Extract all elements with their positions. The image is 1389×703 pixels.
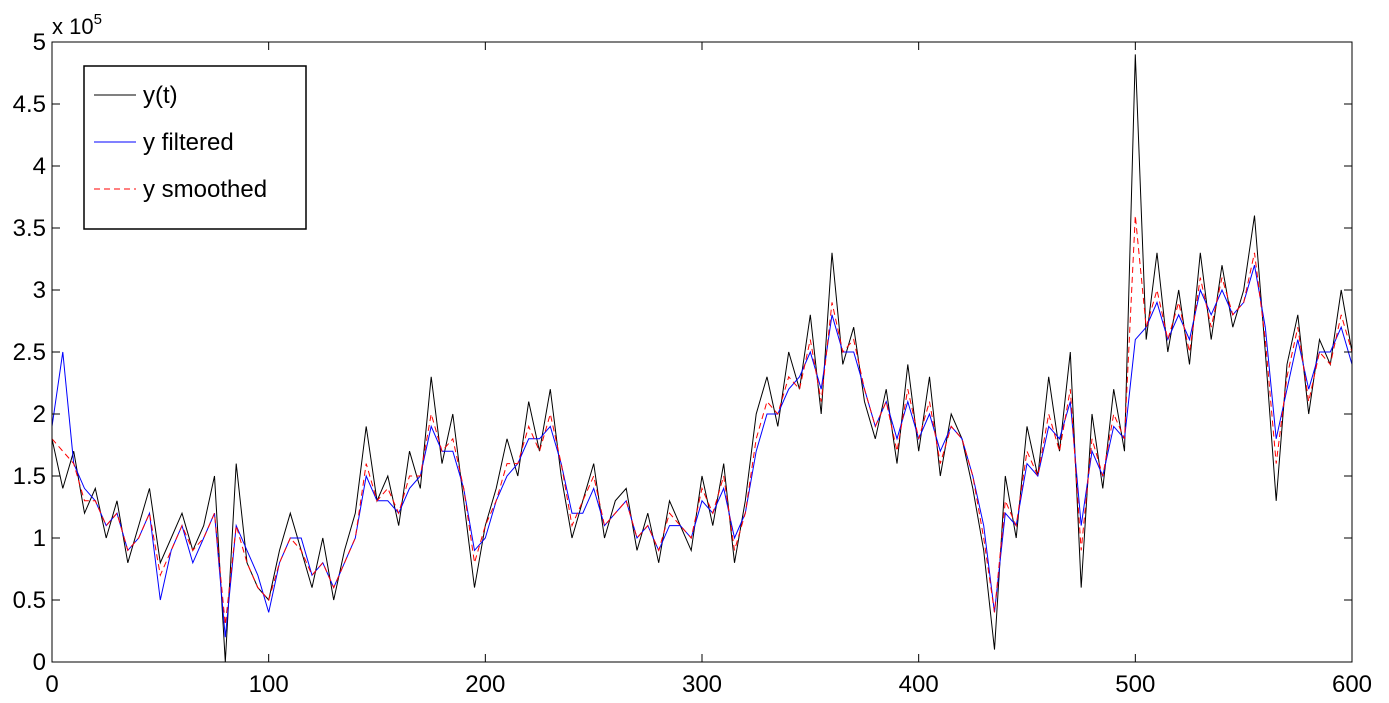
series-line <box>51 265 1353 638</box>
y-scale-label: x 105 <box>52 11 102 39</box>
y-tick-label: 1 <box>33 525 46 552</box>
y-tick-label: 2.5 <box>13 339 46 366</box>
legend-label: y smoothed <box>143 176 267 203</box>
y-tick-label: 0 <box>33 649 46 676</box>
x-tick-label: 300 <box>682 671 722 698</box>
y-tick-label: 3.5 <box>13 215 46 242</box>
x-tick-label: 400 <box>899 671 939 698</box>
y-tick-label: 4.5 <box>13 91 46 118</box>
x-tick-label: 100 <box>249 671 289 698</box>
x-tick-label: 600 <box>1332 671 1372 698</box>
legend-label: y filtered <box>143 129 234 156</box>
y-tick-label: 3 <box>33 277 46 304</box>
y-scale-exponent: 5 <box>94 11 102 28</box>
y-tick-label: 4 <box>33 153 46 180</box>
y-tick-label: 1.5 <box>13 463 46 490</box>
y-scale-base: x 10 <box>52 14 94 39</box>
series-line <box>51 215 1353 625</box>
legend-label: y(t) <box>143 82 178 109</box>
x-tick-label: 200 <box>465 671 505 698</box>
x-tick-label: 500 <box>1115 671 1155 698</box>
x-tick-label: 0 <box>45 671 58 698</box>
legend-box <box>83 65 307 230</box>
y-tick-label: 5 <box>33 29 46 56</box>
y-tick-label: 0.5 <box>13 587 46 614</box>
y-tick-label: 2 <box>33 401 46 428</box>
